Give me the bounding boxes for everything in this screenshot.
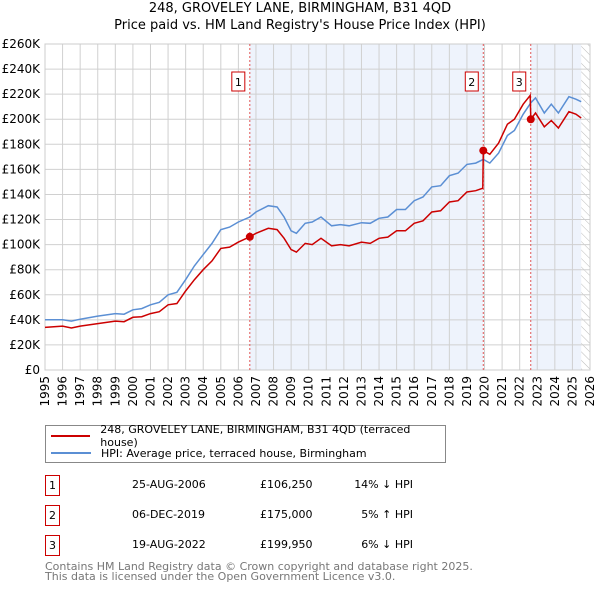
x-tick-label: 2005: [214, 376, 228, 407]
x-tick-label: 2019: [460, 376, 474, 407]
y-tick-label: £180K: [2, 137, 42, 151]
sale-label-box: [512, 71, 527, 92]
y-tick-label: £140K: [2, 187, 42, 201]
y-tick-label: £120K: [2, 213, 42, 227]
x-tick-label: 2017: [425, 376, 439, 407]
sale-label: 2: [468, 76, 475, 89]
sale-point: [526, 115, 535, 124]
y-tick-label: £240K: [2, 62, 42, 76]
transaction-row: 1 25-AUG-2006 £106,250 14% ↓ HPI: [45, 475, 465, 496]
x-tick-label: 1995: [38, 376, 52, 407]
sale-label-box: [464, 71, 479, 92]
shaded-region: [249, 44, 484, 370]
transaction-price: £175,000: [260, 508, 313, 521]
x-tick-label: 2010: [302, 376, 316, 407]
transaction-price: £199,950: [260, 538, 313, 551]
x-tick-label: 2004: [196, 376, 210, 407]
plot-frame: [44, 43, 591, 371]
transaction-row: 2 06-DEC-2019 £175,000 5% ↑ HPI: [45, 505, 465, 526]
transaction-price: £106,250: [260, 478, 313, 491]
y-tick-label: £260K: [2, 37, 42, 51]
x-tick-label: 2023: [530, 376, 544, 407]
chart-subtitle: Price paid vs. HM Land Registry's House …: [114, 18, 486, 33]
legend-property-label: 248, GROVELEY LANE, BIRMINGHAM, B31 4QD …: [100, 423, 411, 449]
x-tick-label: 2000: [126, 376, 140, 407]
legend-hpi-label: HPI: Average price, terraced house, Birm…: [101, 446, 367, 460]
transaction-number: 2: [45, 505, 60, 526]
transaction-number: 1: [45, 475, 60, 496]
sale-point: [479, 146, 488, 155]
price-chart: 1995 1996 1997 1998 1999 2000 2001 2002 2003 2004…: [2, 37, 597, 407]
x-tick-label: 1999: [108, 376, 122, 407]
footer-copyright: Contains HM Land Registry data © Crown c…: [45, 560, 473, 573]
chart-title: 248, GROVELEY LANE, BIRMINGHAM, B31 4QD: [148, 1, 452, 16]
x-tick-label: 2012: [337, 376, 351, 407]
sale-label-box: [231, 71, 246, 92]
x-tick-label: 1997: [73, 376, 87, 407]
forecast-hatch: [581, 44, 590, 370]
transaction-row: 3 19-AUG-2022 £199,950 6% ↓ HPI: [45, 535, 465, 556]
x-tick-label: 2018: [442, 376, 456, 407]
y-tick-label: £20K: [9, 338, 41, 352]
property-price-line: [44, 93, 582, 329]
y-tick-label: £0: [25, 363, 40, 377]
y-tick-label: £200K: [2, 112, 42, 126]
y-tick-label: £220K: [2, 87, 42, 101]
x-tick-label: 2020: [478, 376, 492, 407]
sale-label: 1: [235, 76, 242, 89]
footer-licence: This data is licensed under the Open Gov…: [45, 570, 396, 583]
y-tick-label: £100K: [2, 238, 42, 252]
x-tick-label: 2021: [495, 376, 509, 407]
transaction-hpi: 14% ↓ HPI: [354, 478, 413, 491]
x-tick-label: 2026: [583, 376, 597, 407]
x-tick-label: 2009: [284, 376, 298, 407]
y-tick-label: £60K: [9, 288, 41, 302]
sale-point: [245, 232, 254, 241]
x-tick-label: 2025: [565, 376, 579, 407]
transaction-date: 06-DEC-2019: [132, 508, 206, 521]
transaction-date: 25-AUG-2006: [132, 478, 206, 491]
transaction-number: 3: [45, 535, 60, 556]
x-tick-label: 2007: [249, 376, 263, 407]
legend-hpi-swatch: [51, 452, 91, 454]
legend-property-swatch: [51, 435, 91, 437]
y-tick-label: £80K: [9, 263, 41, 277]
x-tick-label: 2003: [179, 376, 193, 407]
x-tick-label: 2022: [513, 376, 527, 407]
y-tick-label: £40K: [9, 313, 41, 327]
x-tick-label: 2013: [354, 376, 368, 407]
x-tick-label: 2024: [548, 376, 562, 407]
sale-label: 3: [516, 76, 523, 89]
transaction-hpi: 5% ↑ HPI: [361, 508, 413, 521]
y-tick-label: £160K: [2, 162, 42, 176]
x-tick-label: 2015: [390, 376, 404, 407]
hpi-line: [45, 95, 582, 322]
transaction-date: 19-AUG-2022: [132, 538, 206, 551]
x-tick-label: 2016: [407, 376, 421, 407]
legend: 248, GROVELEY LANE, BIRMINGHAM, B31 4QD …: [45, 423, 446, 463]
shaded-region: [530, 44, 582, 370]
x-tick-label: 2014: [372, 376, 386, 407]
x-tick-label: 2006: [231, 376, 245, 407]
x-tick-label: 2001: [143, 376, 157, 407]
x-tick-label: 2008: [267, 376, 281, 407]
x-tick-label: 1996: [56, 376, 70, 407]
x-tick-label: 1998: [91, 376, 105, 407]
transaction-hpi: 6% ↓ HPI: [361, 538, 413, 551]
x-tick-label: 2011: [319, 376, 333, 407]
x-tick-label: 2002: [161, 376, 175, 407]
